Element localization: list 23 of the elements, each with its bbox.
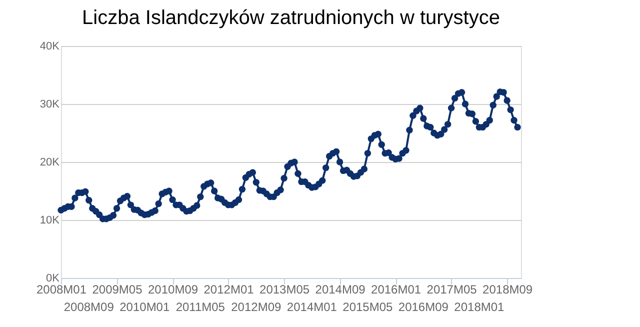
x-tick-label: 2014M09 — [315, 282, 366, 296]
x-tick-label: 2010M09 — [148, 282, 198, 296]
x-tick-label: 2012M01 — [204, 282, 254, 296]
x-tick-label: 2016M01 — [371, 282, 422, 296]
x-tick-label: 2015M05 — [342, 300, 394, 314]
x-tick-label: 2018M09 — [482, 282, 533, 296]
y-tick-label: 20K — [40, 156, 60, 168]
x-tick-label: 2009M05 — [92, 282, 143, 296]
y-tick-label: 30K — [40, 98, 60, 110]
x-tick-label: 2012M09 — [231, 300, 282, 314]
x-tick-label: 2014M01 — [286, 300, 338, 314]
x-tick-label: 2017M05 — [426, 282, 478, 296]
chart-title: Liczba Islandczyków zatrudnionych w turystyce — [82, 7, 500, 29]
x-tick-label: 2008M09 — [64, 300, 114, 314]
x-tick-label: 2016M09 — [398, 300, 449, 314]
y-tick-label: 10K — [40, 214, 60, 226]
y-tick-label: 0K — [46, 272, 60, 284]
y-tick-label: 40K — [40, 40, 60, 52]
x-tick-label: 2011M05 — [176, 300, 226, 314]
x-tick-label: 2008M01 — [36, 282, 87, 296]
x-tick-label: 2010M01 — [120, 300, 170, 314]
x-tick-label: 2013M05 — [260, 282, 310, 296]
x-tick-label: 2018M01 — [454, 300, 505, 314]
